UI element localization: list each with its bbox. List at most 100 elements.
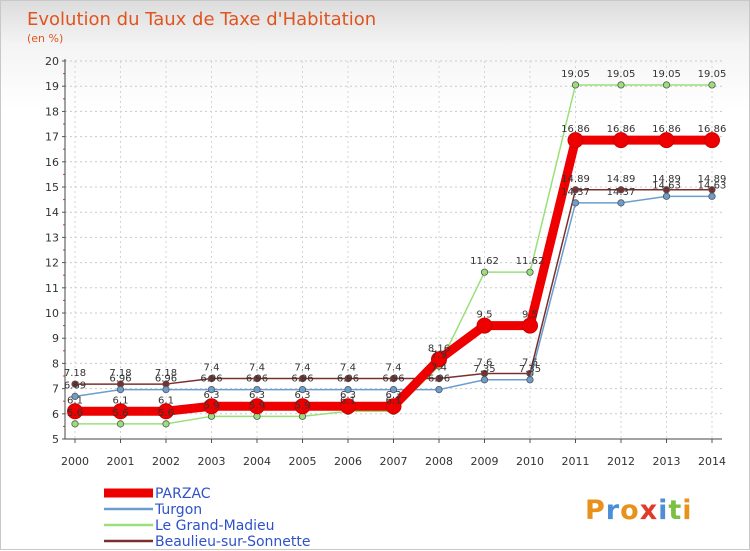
- chart-title: Evolution du Taux de Taxe d'Habitation: [27, 9, 376, 30]
- x-tick-label: 2011: [562, 455, 590, 468]
- data-point-parzac: [203, 398, 220, 415]
- data-point-turgon: [116, 386, 125, 394]
- data-label-turgon: 6.96: [428, 374, 450, 385]
- data-point-turgon: [617, 199, 625, 207]
- data-point-beaulieu-sur-sonnette: [207, 374, 216, 383]
- data-label-le-grand-madieu: 5.6: [113, 408, 129, 419]
- x-tick-label: 2014: [698, 455, 726, 468]
- data-label-beaulieu-sur-sonnette: 7.18: [109, 368, 131, 379]
- logo-letter: i: [682, 495, 692, 526]
- data-point-beaulieu-sur-sonnette: [71, 380, 79, 388]
- data-label-turgon: 7.35: [473, 364, 495, 375]
- x-tick-label: 2002: [152, 455, 180, 468]
- data-label-le-grand-madieu: 7.9: [431, 350, 447, 361]
- data-point-parzac: [658, 132, 675, 149]
- data-point-turgon: [662, 192, 671, 200]
- data-label-le-grand-madieu: 6.1: [386, 395, 402, 406]
- data-point-le-grand-madieu: [571, 81, 580, 89]
- data-label-parzac: 6.1: [158, 395, 174, 406]
- data-point-le-grand-madieu: [71, 420, 79, 428]
- data-point-parzac: [67, 403, 83, 420]
- data-label-beaulieu-sur-sonnette: 7.4: [204, 363, 220, 374]
- x-tick-label: 2009: [471, 455, 499, 468]
- data-point-beaulieu-sur-sonnette: [571, 186, 580, 194]
- y-tick-label: 10: [45, 307, 59, 320]
- y-tick-label: 15: [45, 181, 59, 194]
- data-point-le-grand-madieu: [116, 420, 125, 428]
- data-label-parzac: 6.1: [113, 395, 129, 406]
- data-point-parzac: [431, 351, 447, 368]
- data-label-turgon: 14.63: [698, 180, 727, 191]
- data-label-parzac: 16.86: [561, 124, 590, 135]
- y-tick-label: 19: [45, 80, 59, 93]
- data-label-turgon: 6.96: [109, 374, 131, 385]
- data-point-le-grand-madieu: [662, 81, 671, 89]
- x-tick-label: 2003: [198, 455, 226, 468]
- y-tick-label: 11: [45, 282, 59, 295]
- data-label-le-grand-madieu: 11.62: [516, 256, 545, 267]
- x-tick-label: 2000: [61, 455, 89, 468]
- x-tick-label: 2013: [653, 455, 681, 468]
- data-point-turgon: [207, 386, 216, 394]
- data-label-turgon: 6.96: [291, 374, 313, 385]
- data-point-turgon: [253, 386, 261, 394]
- data-label-le-grand-madieu: 6.1: [340, 395, 356, 406]
- data-label-le-grand-madieu: 5.9: [295, 400, 311, 411]
- data-label-le-grand-madieu: 19.05: [607, 69, 636, 80]
- y-tick-label: 12: [45, 257, 59, 270]
- legend-label-le-grand-madieu: Le Grand-Madieu: [155, 518, 275, 534]
- logo-letter: i: [658, 495, 668, 526]
- logo-letter: o: [620, 495, 640, 526]
- axes: 5 6 7 8 9 10 11 12 13 14 15 16 17 18 19 20 2000 2001 2002 2…: [45, 55, 726, 468]
- data-point-parzac: [476, 317, 493, 334]
- data-point-beaulieu-sur-sonnette: [435, 374, 443, 383]
- y-tick-label: 7: [52, 383, 59, 396]
- data-point-parzac: [340, 398, 356, 415]
- data-label-parzac: 6.3: [386, 390, 402, 401]
- data-label-parzac: 9.5: [522, 310, 538, 321]
- data-label-turgon: 14.63: [652, 180, 681, 191]
- data-point-turgon: [298, 386, 307, 394]
- data-label-le-grand-madieu: 19.05: [652, 69, 681, 80]
- series-group: [67, 81, 720, 428]
- data-label-le-grand-madieu: 5.6: [158, 408, 174, 419]
- data-label-parzac: 6.3: [340, 390, 356, 401]
- data-label-parzac: 8.16: [428, 343, 450, 354]
- data-label-turgon: 7.35: [519, 364, 541, 375]
- data-label-le-grand-madieu: 11.62: [470, 256, 499, 267]
- data-label-beaulieu-sur-sonnette: 7.4: [295, 363, 311, 374]
- data-label-parzac: 6.1: [67, 395, 83, 406]
- data-point-turgon: [571, 199, 580, 207]
- data-label-beaulieu-sur-sonnette: 7.4: [249, 363, 265, 374]
- y-tick-label: 8: [52, 357, 59, 370]
- data-label-beaulieu-sur-sonnette: 7.4: [386, 363, 402, 374]
- data-point-turgon: [162, 386, 170, 394]
- x-tick-label: 2001: [107, 455, 135, 468]
- y-tick-label: 14: [45, 206, 59, 219]
- data-point-parzac: [613, 132, 629, 149]
- data-point-le-grand-madieu: [480, 268, 489, 276]
- logo-letter: x: [640, 495, 658, 526]
- data-point-turgon: [71, 392, 79, 401]
- y-tick-label: 5: [52, 433, 59, 446]
- data-point-beaulieu-sur-sonnette: [617, 186, 625, 194]
- data-label-beaulieu-sur-sonnette: 14.89: [607, 174, 636, 185]
- data-label-le-grand-madieu: 5.9: [249, 400, 265, 411]
- data-point-turgon: [526, 376, 534, 384]
- x-tick-label: 2010: [516, 455, 544, 468]
- proxiti-logo: Proxiti: [585, 495, 693, 526]
- data-label-beaulieu-sur-sonnette: 14.89: [698, 174, 727, 185]
- data-point-le-grand-madieu: [617, 81, 625, 89]
- data-label-parzac: 16.86: [698, 124, 727, 135]
- data-label-beaulieu-sur-sonnette: 7.4: [431, 363, 447, 374]
- y-tick-label: 18: [45, 105, 59, 118]
- data-label-beaulieu-sur-sonnette: 7.18: [64, 368, 86, 379]
- data-point-parzac: [294, 398, 311, 415]
- data-point-beaulieu-sur-sonnette: [344, 374, 352, 383]
- data-label-turgon: 6.96: [246, 374, 268, 385]
- data-point-turgon: [435, 386, 443, 394]
- data-point-turgon: [708, 192, 716, 200]
